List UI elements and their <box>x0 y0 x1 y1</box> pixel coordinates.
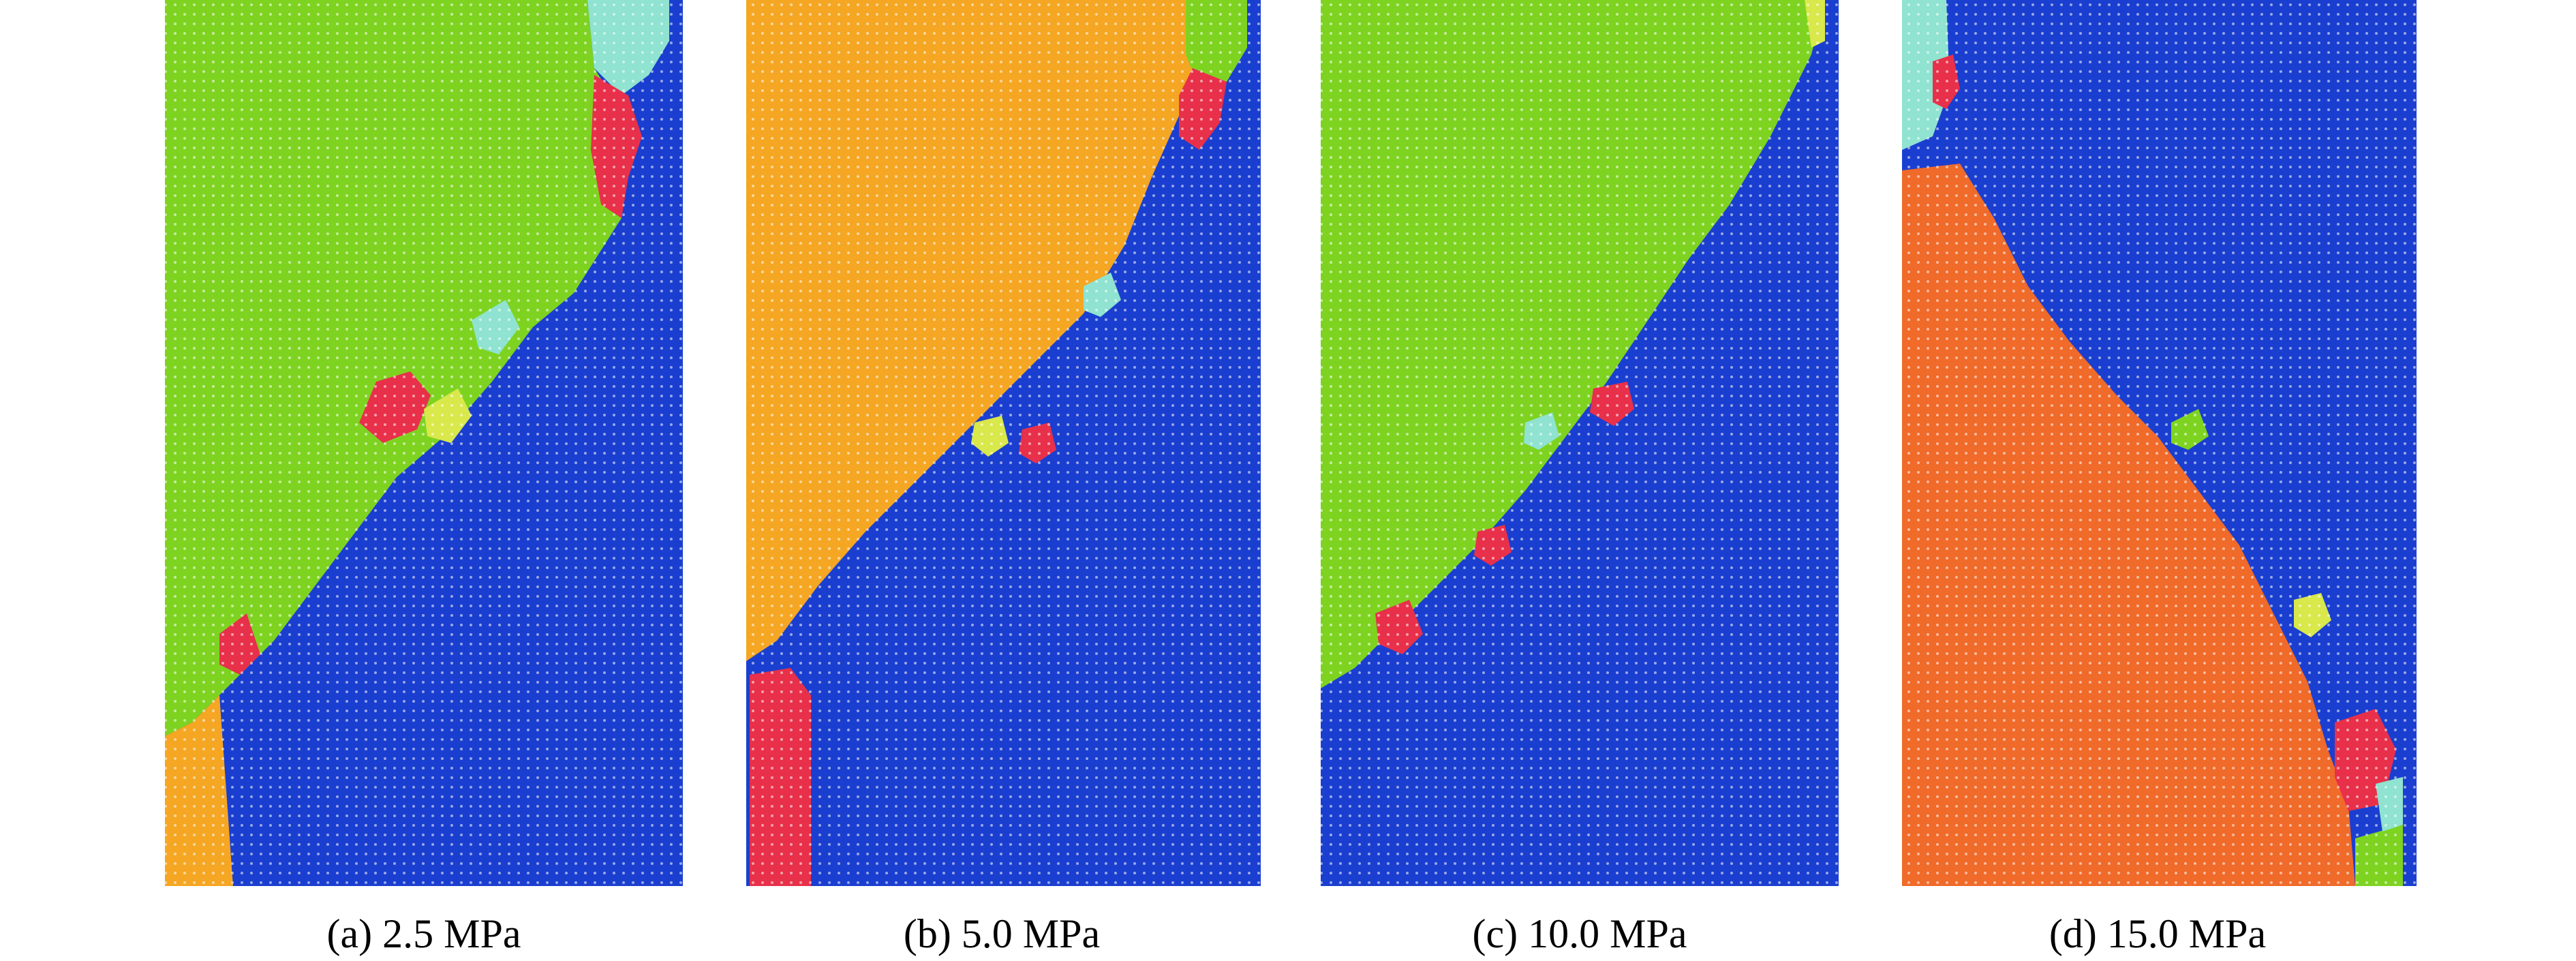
panel-a: (a) 2.5 MPa <box>151 0 696 961</box>
panel-caption: (b) 5.0 MPa <box>903 911 1101 956</box>
panel-caption: (d) 15.0 MPa <box>2049 911 2267 956</box>
particle-map-c <box>1321 0 1839 886</box>
panel-b: (b) 5.0 MPa <box>729 0 1274 961</box>
panel-caption: (c) 10.0 MPa <box>1472 911 1687 956</box>
panel-caption: (a) 2.5 MPa <box>326 911 521 956</box>
panel-d: (d) 15.0 MPa <box>1885 0 2430 961</box>
particle-map-b <box>746 0 1261 886</box>
particle-map-d <box>1902 0 2417 886</box>
particle-map-a <box>165 0 683 886</box>
panel-c: (c) 10.0 MPa <box>1307 0 1852 961</box>
